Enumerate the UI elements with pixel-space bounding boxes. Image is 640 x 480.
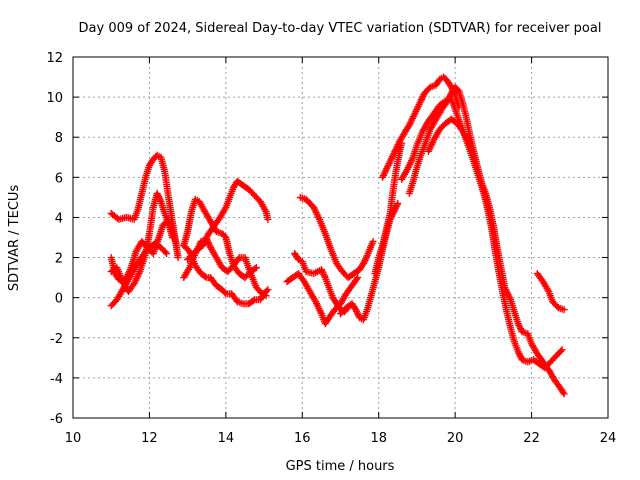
data-points bbox=[107, 73, 568, 398]
series-arc-10 bbox=[296, 193, 377, 282]
x-tick-label: 22 bbox=[523, 431, 540, 446]
y-axis-label: SDTVAR / TECUs bbox=[7, 185, 22, 292]
x-tick-label: 14 bbox=[218, 431, 235, 446]
data-point bbox=[560, 306, 568, 314]
data-point bbox=[359, 260, 367, 268]
series-arc-13 bbox=[371, 139, 406, 278]
data-point bbox=[557, 347, 565, 355]
data-point bbox=[201, 273, 209, 281]
chart-title: Day 009 of 2024, Sidereal Day-to-day VTE… bbox=[79, 21, 602, 36]
data-point bbox=[369, 238, 377, 245]
data-point bbox=[418, 96, 425, 103]
data-point bbox=[319, 269, 327, 277]
data-point bbox=[392, 203, 400, 211]
data-point bbox=[168, 234, 176, 241]
data-point bbox=[221, 288, 229, 296]
y-tick-label: 8 bbox=[55, 131, 63, 146]
data-point bbox=[514, 348, 522, 356]
data-point bbox=[261, 206, 269, 214]
data-point bbox=[154, 191, 162, 199]
grid-lines bbox=[73, 57, 608, 418]
plot-frame bbox=[72, 56, 609, 419]
series-arc-14 bbox=[379, 73, 463, 181]
series-arc-4 bbox=[107, 189, 176, 296]
data-point bbox=[516, 351, 524, 359]
y-tick-label: -4 bbox=[50, 372, 63, 387]
data-point bbox=[486, 209, 493, 217]
data-point bbox=[174, 254, 182, 262]
data-point bbox=[251, 265, 259, 273]
data-point bbox=[161, 248, 169, 256]
data-point bbox=[163, 250, 171, 257]
series-arc-8 bbox=[184, 177, 272, 264]
data-point bbox=[263, 287, 271, 295]
y-tick-label: 0 bbox=[55, 292, 63, 307]
x-axis-label: GPS time / hours bbox=[286, 459, 395, 474]
data-point bbox=[353, 307, 360, 315]
series-arc-15 bbox=[405, 83, 568, 398]
x-tick-label: 18 bbox=[370, 431, 387, 446]
y-tick-label: 2 bbox=[55, 252, 63, 267]
data-point bbox=[353, 275, 361, 283]
data-point bbox=[560, 390, 568, 398]
y-tick-label: 6 bbox=[55, 171, 63, 186]
y-tick-label: -6 bbox=[50, 412, 63, 427]
data-point bbox=[362, 255, 370, 263]
data-point bbox=[320, 270, 328, 278]
data-point bbox=[155, 193, 163, 201]
data-point bbox=[264, 286, 272, 294]
series-arc-11 bbox=[283, 270, 362, 328]
data-point bbox=[517, 325, 524, 333]
x-tick-label: 20 bbox=[447, 431, 464, 446]
series-arc-17 bbox=[424, 115, 493, 217]
data-point bbox=[264, 215, 272, 223]
x-tick-label: 24 bbox=[600, 431, 617, 446]
y-tick-label: 10 bbox=[46, 91, 63, 106]
data-point bbox=[317, 266, 325, 274]
data-point bbox=[419, 92, 427, 100]
data-point bbox=[392, 204, 399, 212]
x-tick-label: 12 bbox=[141, 431, 158, 446]
data-point bbox=[440, 98, 448, 106]
data-point bbox=[514, 320, 522, 328]
data-point bbox=[360, 258, 368, 266]
data-point bbox=[464, 136, 472, 144]
y-tick-label: -2 bbox=[50, 332, 63, 347]
series-arc-18 bbox=[533, 270, 568, 314]
data-point bbox=[155, 194, 163, 202]
data-point bbox=[394, 199, 402, 207]
x-tick-label: 16 bbox=[294, 431, 311, 446]
series-arc-16 bbox=[398, 95, 566, 372]
series-arc-12 bbox=[337, 199, 402, 324]
data-point bbox=[559, 388, 567, 396]
data-point bbox=[156, 196, 164, 204]
data-point bbox=[354, 274, 362, 282]
x-tick-label: 10 bbox=[65, 431, 82, 446]
data-point bbox=[353, 309, 361, 317]
data-point bbox=[249, 297, 257, 305]
y-tick-label: 12 bbox=[46, 51, 63, 66]
data-point bbox=[172, 240, 180, 247]
data-point bbox=[558, 346, 566, 354]
data-point bbox=[544, 286, 552, 294]
data-point bbox=[517, 353, 524, 361]
y-tick-label: 4 bbox=[55, 211, 63, 226]
data-point bbox=[252, 264, 260, 272]
